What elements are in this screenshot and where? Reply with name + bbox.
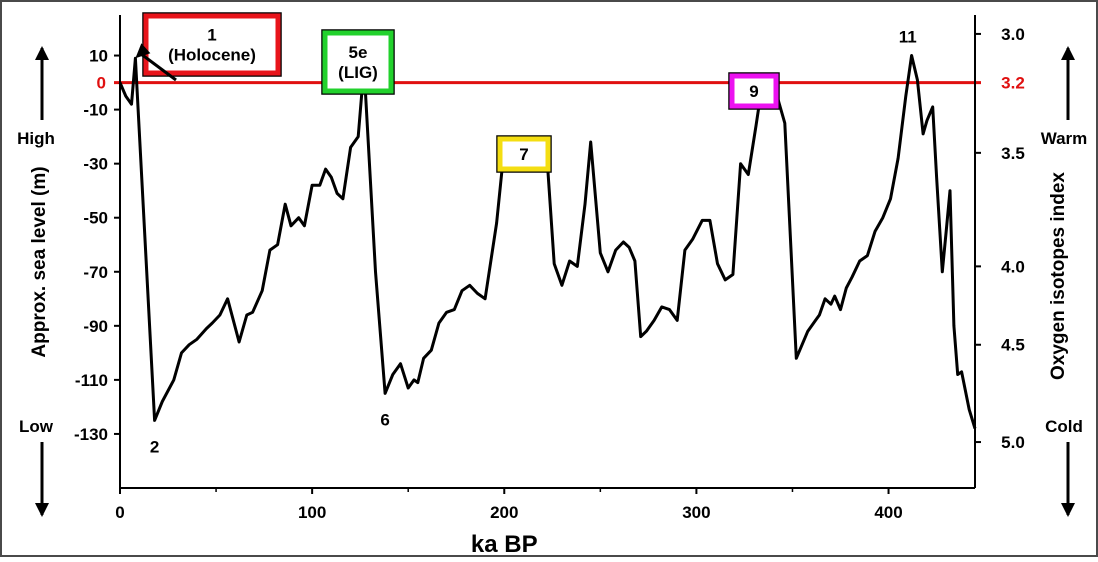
stage-label: 2 bbox=[150, 437, 159, 456]
stage-box-outer bbox=[142, 12, 282, 77]
stage-box-colored-border bbox=[322, 30, 394, 94]
y-right-tick-label: 4.0 bbox=[1001, 257, 1025, 276]
high-label: High bbox=[17, 129, 55, 148]
stage-box-outer bbox=[321, 29, 395, 95]
x-tick-label: 300 bbox=[682, 503, 710, 522]
present-left-label: 0 bbox=[97, 74, 106, 93]
x-tick-label: 200 bbox=[490, 503, 518, 522]
low-arrow-icon-head bbox=[35, 503, 49, 517]
high-arrow-icon-head bbox=[35, 46, 49, 60]
stage-label: 11 bbox=[899, 28, 917, 47]
y-right-axis-title: Oxygen isotopes index bbox=[1048, 172, 1069, 380]
y-left-tick-label: -90 bbox=[83, 317, 108, 336]
x-tick-label: 0 bbox=[115, 503, 124, 522]
stage-box-label: (LIG) bbox=[338, 63, 378, 82]
warm-arrow-icon-head bbox=[1061, 46, 1075, 60]
stage-box-label: 9 bbox=[749, 82, 758, 101]
stage-box-label: 1 bbox=[207, 26, 216, 45]
x-tick-label: 100 bbox=[298, 503, 326, 522]
y-left-axis-title: Approx. sea level (m) bbox=[29, 166, 50, 357]
cold-label: Cold bbox=[1045, 417, 1083, 436]
y-left-tick-label: -110 bbox=[75, 371, 108, 390]
stage-box-outer bbox=[496, 135, 552, 173]
stage-box-label: 5e bbox=[349, 43, 368, 62]
y-left-tick-label: -130 bbox=[74, 425, 108, 444]
cold-arrow-icon-head bbox=[1061, 503, 1075, 517]
y-left-tick-label: -10 bbox=[83, 101, 108, 120]
y-right-tick-label: 5.0 bbox=[1001, 433, 1025, 452]
holocene-pointer-arrow-shaft bbox=[140, 53, 177, 82]
y-left-tick-label: -30 bbox=[83, 155, 108, 174]
stage-box-colored-border bbox=[497, 136, 551, 172]
present-right-label: 3.2 bbox=[1001, 74, 1025, 93]
stage-box-colored-border bbox=[729, 73, 779, 109]
stage-box-label: (Holocene) bbox=[168, 46, 256, 65]
low-label: Low bbox=[19, 417, 54, 436]
y-right-tick-label: 3.0 bbox=[1001, 25, 1025, 44]
y-left-tick-label: -50 bbox=[83, 209, 108, 228]
x-axis-title: ka BP bbox=[471, 531, 538, 557]
y-right-tick-label: 4.5 bbox=[1001, 336, 1025, 355]
warm-label: Warm bbox=[1041, 129, 1088, 148]
y-right-tick-label: 3.5 bbox=[1001, 144, 1025, 163]
holocene-pointer-arrow-icon bbox=[135, 43, 151, 59]
x-tick-label: 400 bbox=[874, 503, 902, 522]
stage-box-label: 7 bbox=[519, 145, 528, 164]
stage-box-colored-border bbox=[143, 13, 281, 76]
stage-box-outer bbox=[728, 72, 780, 110]
y-left-tick-label: -70 bbox=[83, 263, 108, 282]
y-left-tick-label: 10 bbox=[89, 47, 108, 66]
stage-label: 6 bbox=[380, 410, 389, 429]
sea-level-series-line bbox=[118, 54, 977, 429]
